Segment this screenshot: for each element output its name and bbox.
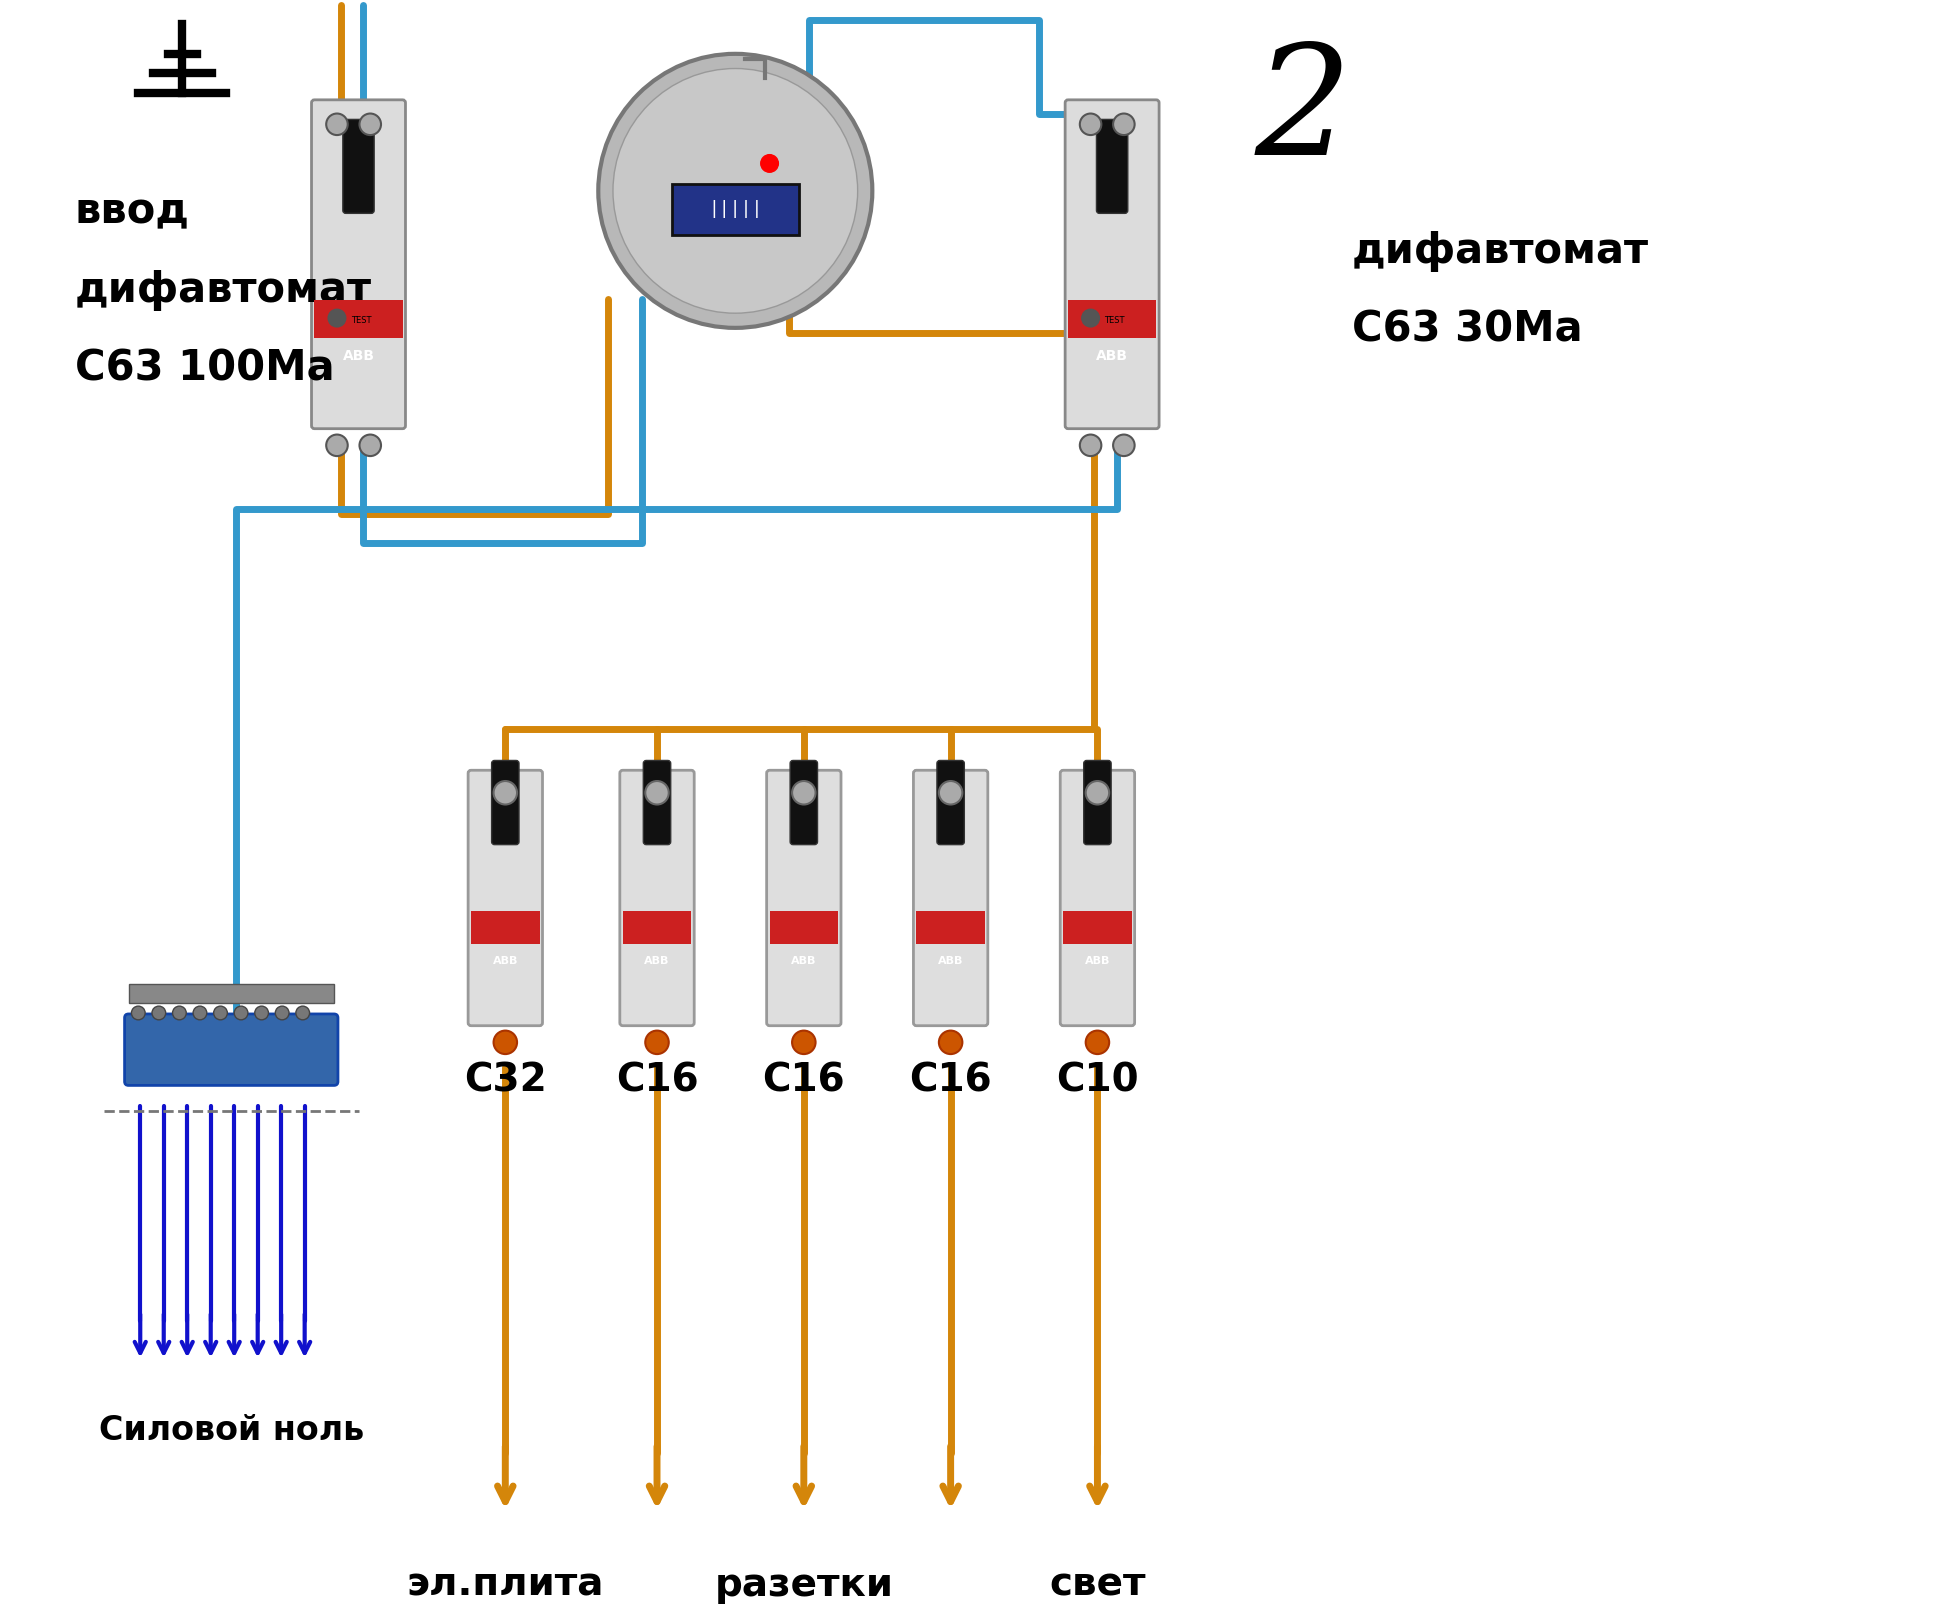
Circle shape bbox=[938, 1030, 962, 1054]
Circle shape bbox=[791, 1030, 815, 1054]
Circle shape bbox=[296, 1006, 310, 1019]
FancyBboxPatch shape bbox=[468, 770, 543, 1026]
Bar bbox=[129, 984, 335, 1003]
FancyBboxPatch shape bbox=[125, 1014, 339, 1085]
Circle shape bbox=[1079, 435, 1101, 456]
Text: эл.плита: эл.плита bbox=[407, 1566, 603, 1603]
Text: С63 100Ма: С63 100Ма bbox=[74, 347, 335, 390]
Circle shape bbox=[1079, 114, 1101, 135]
Circle shape bbox=[1113, 114, 1134, 135]
Bar bbox=[917, 912, 985, 944]
Circle shape bbox=[235, 1006, 249, 1019]
Bar bbox=[470, 912, 539, 944]
Circle shape bbox=[645, 782, 668, 804]
Text: ABB: ABB bbox=[1085, 957, 1111, 966]
Circle shape bbox=[494, 1030, 517, 1054]
FancyBboxPatch shape bbox=[619, 770, 693, 1026]
Bar bbox=[672, 185, 799, 234]
Bar bbox=[623, 912, 692, 944]
Text: ABB: ABB bbox=[343, 350, 374, 363]
Text: разетки: разетки bbox=[715, 1566, 893, 1603]
Text: дифавтомат: дифавтомат bbox=[1352, 230, 1649, 271]
Text: С10: С10 bbox=[1056, 1063, 1138, 1099]
Text: ABB: ABB bbox=[791, 957, 817, 966]
Circle shape bbox=[760, 154, 778, 172]
Text: ввод: ввод bbox=[74, 191, 190, 233]
FancyBboxPatch shape bbox=[1066, 100, 1160, 429]
Circle shape bbox=[1085, 782, 1109, 804]
Circle shape bbox=[360, 435, 380, 456]
FancyBboxPatch shape bbox=[643, 761, 670, 844]
Circle shape bbox=[360, 114, 380, 135]
Text: ABB: ABB bbox=[492, 957, 517, 966]
FancyBboxPatch shape bbox=[1083, 761, 1111, 844]
Circle shape bbox=[494, 782, 517, 804]
Circle shape bbox=[214, 1006, 227, 1019]
FancyBboxPatch shape bbox=[789, 761, 817, 844]
Circle shape bbox=[329, 310, 347, 327]
FancyBboxPatch shape bbox=[1097, 119, 1128, 213]
Bar bbox=[1068, 300, 1156, 337]
Circle shape bbox=[645, 1030, 668, 1054]
Circle shape bbox=[172, 1006, 186, 1019]
Text: ABB: ABB bbox=[645, 957, 670, 966]
Text: |||||: ||||| bbox=[707, 201, 762, 218]
Circle shape bbox=[1081, 310, 1099, 327]
Text: ABB: ABB bbox=[1097, 350, 1128, 363]
Circle shape bbox=[194, 1006, 208, 1019]
Bar bbox=[770, 912, 838, 944]
Circle shape bbox=[1113, 435, 1134, 456]
Circle shape bbox=[613, 69, 858, 313]
Text: 2: 2 bbox=[1254, 39, 1352, 186]
Circle shape bbox=[1085, 1030, 1109, 1054]
FancyBboxPatch shape bbox=[1060, 770, 1134, 1026]
Text: С16: С16 bbox=[762, 1063, 844, 1099]
FancyBboxPatch shape bbox=[936, 761, 964, 844]
Text: свет: свет bbox=[1050, 1566, 1146, 1603]
Circle shape bbox=[938, 782, 962, 804]
Text: дифавтомат: дифавтомат bbox=[74, 270, 372, 311]
Text: С32: С32 bbox=[464, 1063, 547, 1099]
Circle shape bbox=[791, 782, 815, 804]
Circle shape bbox=[153, 1006, 167, 1019]
Text: ABB: ABB bbox=[938, 957, 964, 966]
Text: Силовой ноль: Силовой ноль bbox=[98, 1414, 364, 1448]
FancyBboxPatch shape bbox=[343, 119, 374, 213]
FancyBboxPatch shape bbox=[913, 770, 987, 1026]
Circle shape bbox=[327, 435, 349, 456]
Text: С16: С16 bbox=[909, 1063, 991, 1099]
Circle shape bbox=[255, 1006, 268, 1019]
FancyBboxPatch shape bbox=[311, 100, 406, 429]
Text: TEST: TEST bbox=[351, 316, 370, 324]
Circle shape bbox=[597, 55, 872, 327]
Circle shape bbox=[131, 1006, 145, 1019]
Text: TEST: TEST bbox=[1105, 316, 1124, 324]
FancyBboxPatch shape bbox=[492, 761, 519, 844]
Bar bbox=[1064, 912, 1132, 944]
Circle shape bbox=[276, 1006, 290, 1019]
Bar bbox=[315, 300, 402, 337]
FancyBboxPatch shape bbox=[766, 770, 840, 1026]
Text: С16: С16 bbox=[615, 1063, 697, 1099]
Circle shape bbox=[327, 114, 349, 135]
Text: С63 30Ма: С63 30Ма bbox=[1352, 308, 1583, 350]
